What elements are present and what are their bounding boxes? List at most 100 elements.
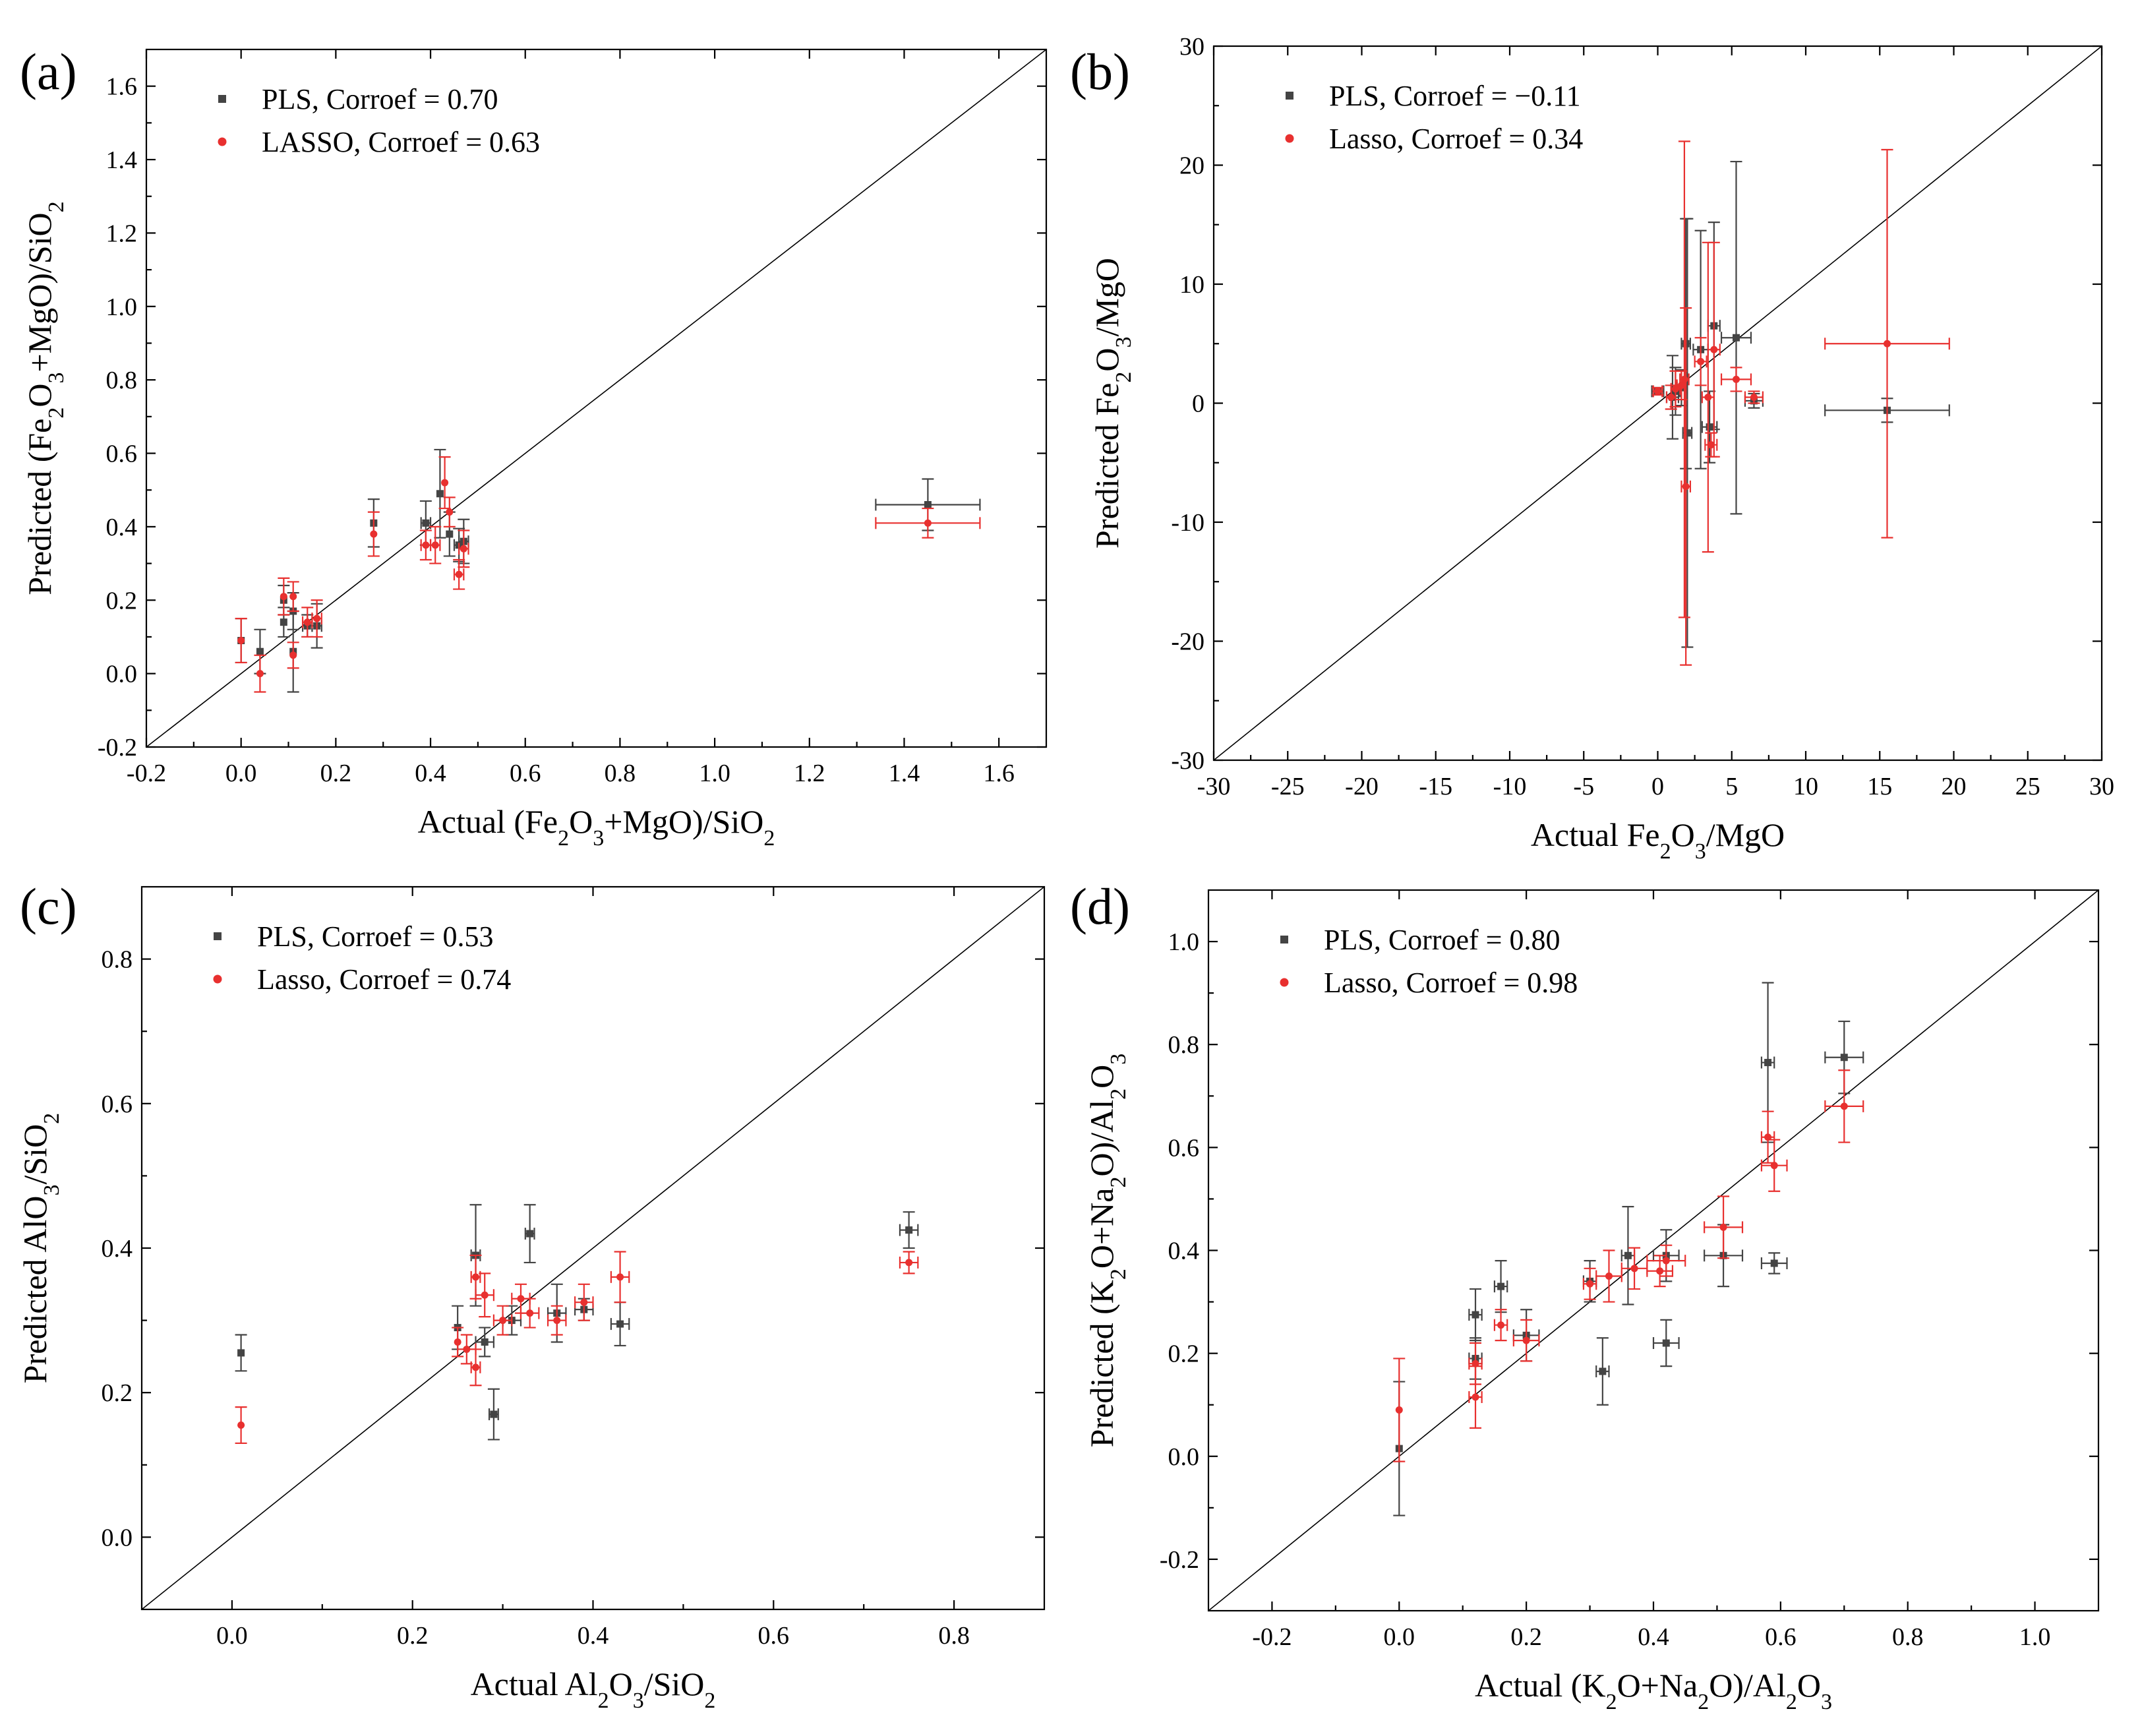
data-point-lasso — [1620, 1247, 1648, 1290]
data-point-pls — [899, 1211, 919, 1249]
chart-a-svg: -0.2 0.0 0.2 0.4 0.6 0.8 1.0 1.2 1.4 1.6 -0.2 0.0 0.… — [20, 43, 1048, 851]
data-point-lasso — [1824, 148, 1950, 539]
legend-label-pls: PLS, Corroef = 0.70 — [262, 83, 498, 115]
legend-marker-lasso — [1285, 134, 1294, 143]
data-point-lasso — [610, 1251, 630, 1303]
data-point-lasso — [1744, 390, 1764, 404]
legend-label-lasso: Lasso, Corroef = 0.98 — [1324, 967, 1578, 999]
data-point-pls — [475, 1327, 495, 1358]
x-tick-label: 5 — [1725, 773, 1738, 800]
y-tick-label: 0.6 — [106, 440, 138, 468]
x-axis-title: Actual (Fe2O3+MgO)/SiO2 — [418, 803, 775, 851]
x-tick-label: 1.0 — [699, 760, 730, 787]
y-tick-label: 0 — [1192, 390, 1204, 418]
x-tick-label: 0.0 — [225, 760, 257, 787]
data-point-lasso — [1694, 337, 1708, 386]
data-point-lasso — [1704, 1195, 1744, 1259]
data-point-lasso — [1393, 1358, 1406, 1462]
legend-marker-pls — [1280, 936, 1288, 943]
y-tick-label: -10 — [1171, 509, 1204, 537]
data-point-lasso — [1646, 1244, 1686, 1277]
data-point-pls — [610, 1302, 630, 1347]
x-tick-label: 0.4 — [1638, 1623, 1669, 1651]
plot-frame — [145, 48, 1048, 748]
legend-label-lasso: Lasso, Corroef = 0.34 — [1329, 123, 1583, 155]
legend-label-pls: PLS, Corroef = 0.80 — [1324, 924, 1560, 956]
data-point-lasso — [1468, 1342, 1483, 1385]
x-tick-label: 1.0 — [2019, 1623, 2051, 1651]
x-tick-label: 0.2 — [320, 760, 352, 787]
data-point-pls — [434, 448, 446, 539]
data-point-lasso — [520, 1298, 540, 1329]
data-point-lasso — [278, 577, 290, 616]
x-tick-label: -0.2 — [1252, 1623, 1292, 1651]
identity-line — [142, 887, 1044, 1609]
legend-label-lasso: LASSO, Corroef = 0.63 — [262, 126, 540, 158]
chart-d-svg: -0.2 0.0 0.2 0.4 0.6 0.8 1.0 -0.2 0.0 0.2 0.4 0.6 0.… — [1070, 878, 2100, 1714]
y-tick-label: 0.6 — [1168, 1134, 1200, 1162]
data-point-pls — [235, 1334, 247, 1372]
y-tick-label: 0.0 — [1168, 1443, 1200, 1471]
y-tick-label: 1.0 — [1168, 928, 1200, 956]
data-point-lasso — [1678, 140, 1690, 618]
x-tick-label: 0.2 — [397, 1622, 429, 1650]
panel-d: -0.2 0.0 0.2 0.4 0.6 0.8 1.0 -0.2 0.0 0.2 0.4 0.6 0.… — [1070, 868, 2140, 1736]
data-point-lasso — [367, 511, 380, 557]
identity-line — [1214, 46, 2102, 760]
data-point-pls — [1701, 390, 1718, 464]
x-tick-label: -5 — [1573, 773, 1594, 800]
data-point-lasso — [301, 607, 314, 638]
panel-b: -30 -25 -20 -15 -10 -5 0 5 10 15 20 25 30 -30 -20 -10 0 1… — [1070, 0, 2140, 868]
y-axis-title: Predicted Fe2O3/MgO — [1088, 258, 1136, 549]
x-tick-label: 0.8 — [605, 760, 636, 787]
y-tick-label: 0.0 — [106, 661, 138, 688]
data-point-lasso — [1720, 367, 1752, 392]
panel-label: (a) — [20, 43, 77, 100]
data-point-lasso — [458, 529, 470, 568]
data-point-lasso — [235, 1406, 247, 1445]
y-tick-label: 0.2 — [106, 587, 138, 614]
x-tick-label: 0.0 — [216, 1622, 248, 1650]
x-tick-label: -20 — [1345, 773, 1379, 800]
data-point-lasso — [547, 1305, 567, 1336]
x-tick-label: 0.4 — [578, 1622, 609, 1650]
chart-c-svg: 0.0 0.2 0.4 0.6 0.8 0.0 0.2 0.4 0.6 0.8 Actual Al2… — [16, 878, 1046, 1713]
panel-c: 0.0 0.2 0.4 0.6 0.8 0.0 0.2 0.4 0.6 0.8 Actual Al2… — [0, 868, 1070, 1736]
x-tick-label: 0.0 — [1384, 1623, 1415, 1651]
y-tick-label: 0.2 — [1168, 1340, 1200, 1368]
x-axis-title: Actual (K2O+Na2O)/Al2O3 — [1475, 1667, 1832, 1714]
data-point-pls — [1652, 1319, 1680, 1367]
x-tick-label: 1.6 — [983, 760, 1015, 787]
y-tick-label: 0.4 — [1168, 1238, 1200, 1265]
y-tick-label: 10 — [1179, 271, 1204, 299]
data-point-lasso — [254, 654, 266, 693]
y-tick-label: 0.6 — [102, 1091, 133, 1118]
data-point-lasso — [875, 507, 981, 539]
y-axis-title: Predicted (K2O+Na2O)/Al2O3 — [1083, 1054, 1131, 1447]
data-point-lasso — [1704, 432, 1718, 458]
x-tick-label: -25 — [1271, 773, 1305, 800]
x-tick-label: 0.4 — [415, 760, 446, 787]
data-point-pls — [1620, 1206, 1636, 1305]
data-point-lasso — [1512, 1319, 1540, 1362]
y-tick-label: 0.8 — [102, 946, 133, 974]
x-tick-label: 10 — [1793, 773, 1818, 800]
legend-label-pls: PLS, Corroef = −0.11 — [1329, 80, 1581, 112]
data-point-lasso — [287, 642, 299, 669]
legend-marker-pls — [214, 932, 222, 940]
data-point-lasso — [438, 456, 451, 510]
x-tick-label: -0.2 — [127, 760, 166, 787]
y-tick-label: 20 — [1179, 152, 1204, 180]
x-tick-label: 15 — [1867, 773, 1892, 800]
data-point-lasso — [429, 525, 442, 564]
data-point-lasso — [1651, 385, 1664, 398]
x-tick-label: -10 — [1493, 773, 1527, 800]
data-point-lasso — [1582, 1267, 1597, 1300]
data-point-lasso — [574, 1283, 594, 1321]
y-axis-title: Predicted (Fe2O3+MgO)/SiO2 — [21, 201, 69, 595]
x-tick-label: 0.2 — [1510, 1623, 1542, 1651]
data-point-lasso — [899, 1251, 919, 1274]
x-tick-label: 25 — [2015, 773, 2040, 800]
data-point-lasso — [453, 558, 465, 590]
x-tick-label: 0.6 — [758, 1622, 790, 1650]
